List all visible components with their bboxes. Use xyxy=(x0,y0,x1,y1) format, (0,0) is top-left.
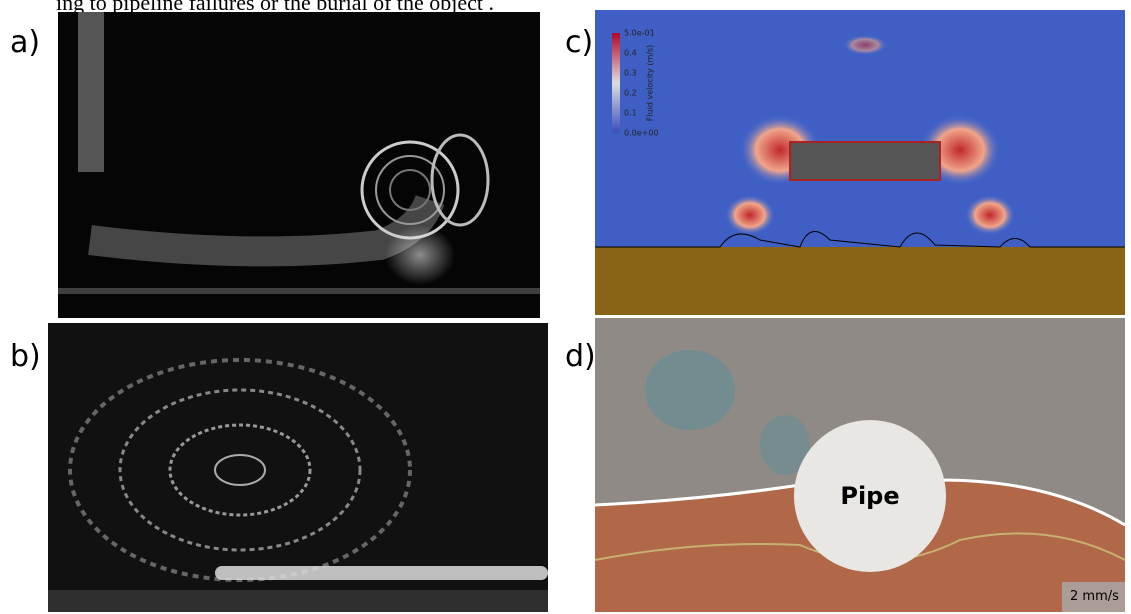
scale-label: 2 mm/s xyxy=(1070,589,1119,604)
panel-label: b) xyxy=(10,339,41,374)
panel-label: d) xyxy=(565,339,596,374)
panel-d: Pipe 2 mm/s d) xyxy=(565,318,1125,612)
panel-label: a) xyxy=(10,25,40,60)
colorbar-tick: 0.0e+00 xyxy=(624,129,659,138)
panel-c: 5.0e-01 0.4 0.3 0.2 0.1 0.0e+00 Fluid velocit… xyxy=(565,10,1125,315)
colorbar-title: Fluid velocity (m/s) xyxy=(646,45,655,121)
figure: ing to pipeline failures or the burial o… xyxy=(0,0,1131,614)
colorbar-tick: 0.3 xyxy=(624,69,637,78)
panel-label: c) xyxy=(565,25,593,60)
colorbar-tick: 0.1 xyxy=(624,109,637,118)
panel-a: a) xyxy=(10,12,540,318)
pipe-label: Pipe xyxy=(840,482,899,510)
colorbar-tick: 5.0e-01 xyxy=(624,29,655,38)
colorbar-tick: 0.2 xyxy=(624,89,637,98)
panel-b: b) xyxy=(10,323,548,612)
colorbar-tick: 0.4 xyxy=(624,49,637,58)
